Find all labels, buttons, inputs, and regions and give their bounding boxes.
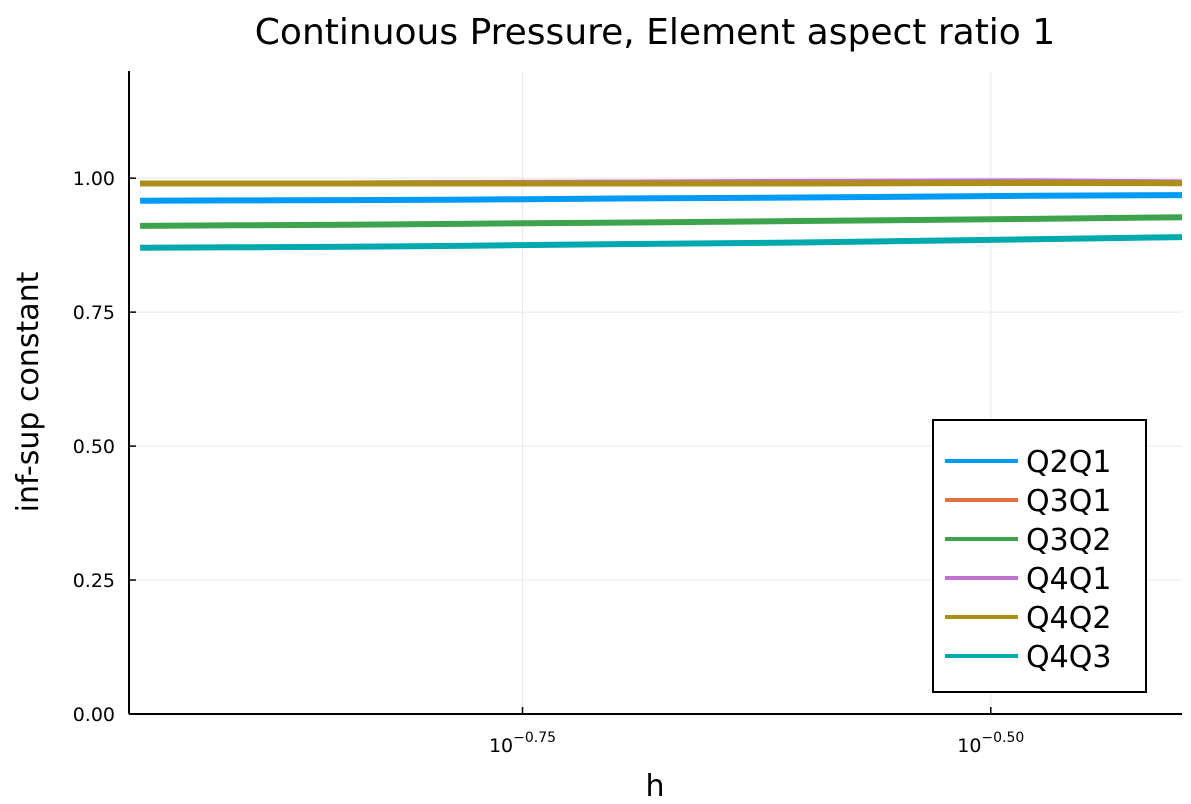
legend: Q2Q1 Q3Q1 Q3Q2 Q4Q1 Q4Q2 Q4Q3	[932, 419, 1147, 693]
legend-label-q3q2: Q3Q2	[1026, 523, 1111, 558]
legend-label-q4q3: Q4Q3	[1026, 640, 1111, 675]
series-line-q4q3	[140, 234, 1182, 251]
x-tick-exponent: −0.75	[513, 730, 556, 746]
y-tick-label: 0.50	[73, 436, 115, 458]
y-tick-label: 0.75	[73, 302, 115, 324]
x-tick-label: 10−0.50	[957, 730, 1024, 757]
legend-label-q3q1: Q3Q1	[1026, 484, 1111, 519]
chart-title: Continuous Pressure, Element aspect rati…	[255, 12, 1055, 53]
x-tick-exponent: −0.50	[981, 730, 1024, 746]
x-tick-label: 10−0.75	[489, 730, 556, 757]
series-lines	[140, 178, 1182, 251]
axes	[128, 71, 1182, 715]
legend-label-q4q2: Q4Q2	[1026, 601, 1111, 636]
x-axis-label: h	[645, 769, 664, 804]
x-tick-base: 10	[489, 735, 513, 757]
legend-label-q4q1: Q4Q1	[1026, 562, 1111, 597]
series-line-q2q1	[140, 192, 1182, 204]
series-line-q4q2	[140, 180, 1182, 187]
y-tick-label: 0.00	[73, 704, 115, 726]
legend-label-q2q1: Q2Q1	[1026, 445, 1111, 480]
y-axis-label: inf-sup constant	[11, 271, 46, 512]
series-line-q3q2	[140, 214, 1182, 229]
legend-box	[932, 419, 1147, 693]
y-tick-label: 0.25	[73, 570, 115, 592]
y-tick-label: 1.00	[73, 168, 115, 190]
x-tick-base: 10	[957, 735, 981, 757]
